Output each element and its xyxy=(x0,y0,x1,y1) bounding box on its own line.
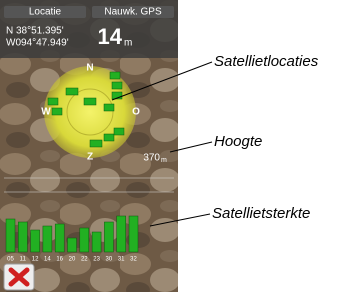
satellite-number: 16 xyxy=(56,257,63,263)
satellite-number: 31 xyxy=(118,257,125,263)
signal-bar xyxy=(43,226,52,252)
signal-bar xyxy=(129,216,138,252)
latitude: N 38°51.395' xyxy=(6,26,64,37)
signal-bar xyxy=(6,219,15,252)
signal-bar xyxy=(31,230,40,252)
signal-bar xyxy=(104,222,113,252)
satellite-number: 12 xyxy=(32,257,39,263)
compass-north: N xyxy=(86,63,93,74)
location-label: Locatie xyxy=(29,7,62,18)
satellite-number: 11 xyxy=(20,257,27,263)
satellite-number: 22 xyxy=(81,257,88,263)
accuracy-unit: m xyxy=(124,38,132,49)
signal-bar xyxy=(18,222,27,252)
signal-bar xyxy=(68,238,77,252)
satellite-number: 32 xyxy=(130,257,137,263)
compass-east: O xyxy=(132,107,140,118)
figure: Locatie Nauwk. GPS N 38°51.395' W094°47.… xyxy=(0,0,350,292)
compass-south: Z xyxy=(87,152,93,163)
callout-label: Satellietlocaties xyxy=(214,53,319,70)
compass-west: W xyxy=(41,107,51,118)
callout-label: Satellietsterkte xyxy=(212,205,310,222)
signal-bar xyxy=(55,224,64,252)
longitude: W094°47.949' xyxy=(6,38,69,49)
satellite-number: 23 xyxy=(93,257,100,263)
signal-bar xyxy=(92,232,101,252)
signal-bar xyxy=(80,228,89,252)
satellite-number: 05 xyxy=(7,257,14,263)
satellite-number: 30 xyxy=(106,257,113,263)
callout-label: Hoogte xyxy=(214,133,262,150)
satellite-number: 20 xyxy=(69,257,76,263)
accuracy-value: 14 xyxy=(98,24,123,49)
altitude-unit: m xyxy=(161,157,167,164)
signal-bar xyxy=(117,216,126,252)
satellite-number: 14 xyxy=(44,257,51,263)
accuracy-label: Nauwk. GPS xyxy=(104,7,162,18)
altitude-value: 370 xyxy=(143,153,160,164)
